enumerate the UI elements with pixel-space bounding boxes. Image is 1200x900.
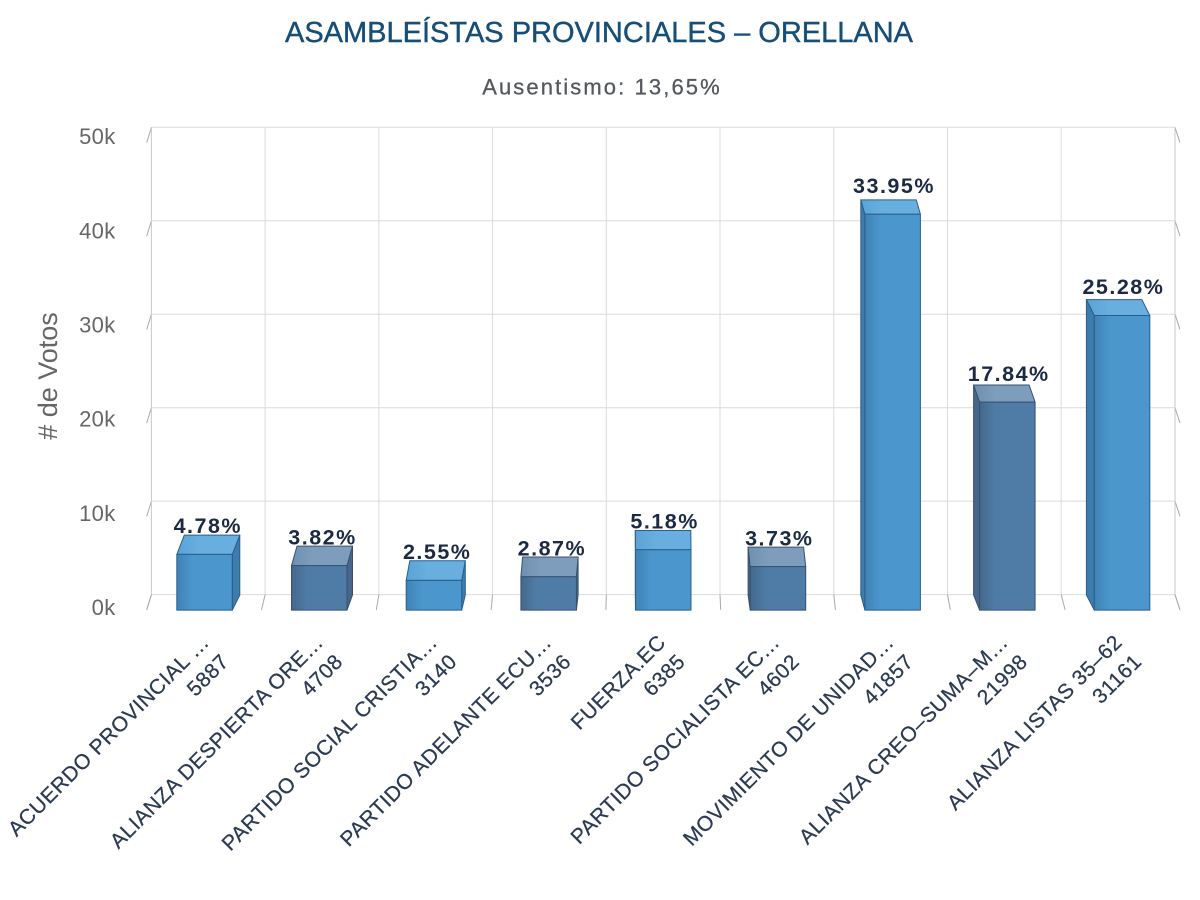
svg-text:20k: 20k	[79, 407, 116, 432]
svg-text:50k: 50k	[79, 124, 116, 149]
svg-text:0k: 0k	[92, 595, 117, 620]
svg-text:4.78%: 4.78%	[174, 514, 242, 538]
svg-text:ASAMBLEÍSTAS PROVINCIALES – OR: ASAMBLEÍSTAS PROVINCIALES – ORELLANA	[285, 16, 914, 49]
svg-text:10k: 10k	[79, 501, 116, 526]
svg-text:3.73%: 3.73%	[745, 526, 813, 550]
svg-text:17.84%: 17.84%	[968, 362, 1050, 386]
svg-text:33.95%: 33.95%	[853, 174, 935, 198]
svg-text:25.28%: 25.28%	[1082, 275, 1164, 299]
svg-text:3.82%: 3.82%	[288, 525, 356, 549]
svg-text:30k: 30k	[79, 313, 116, 338]
svg-text:5.18%: 5.18%	[630, 509, 698, 533]
svg-text:# de Votos: # de Votos	[33, 312, 63, 440]
svg-text:Ausentismo: 13,65%: Ausentismo: 13,65%	[482, 75, 722, 100]
svg-text:2.87%: 2.87%	[518, 536, 586, 560]
svg-text:40k: 40k	[79, 218, 116, 243]
svg-text:2.55%: 2.55%	[403, 540, 471, 564]
